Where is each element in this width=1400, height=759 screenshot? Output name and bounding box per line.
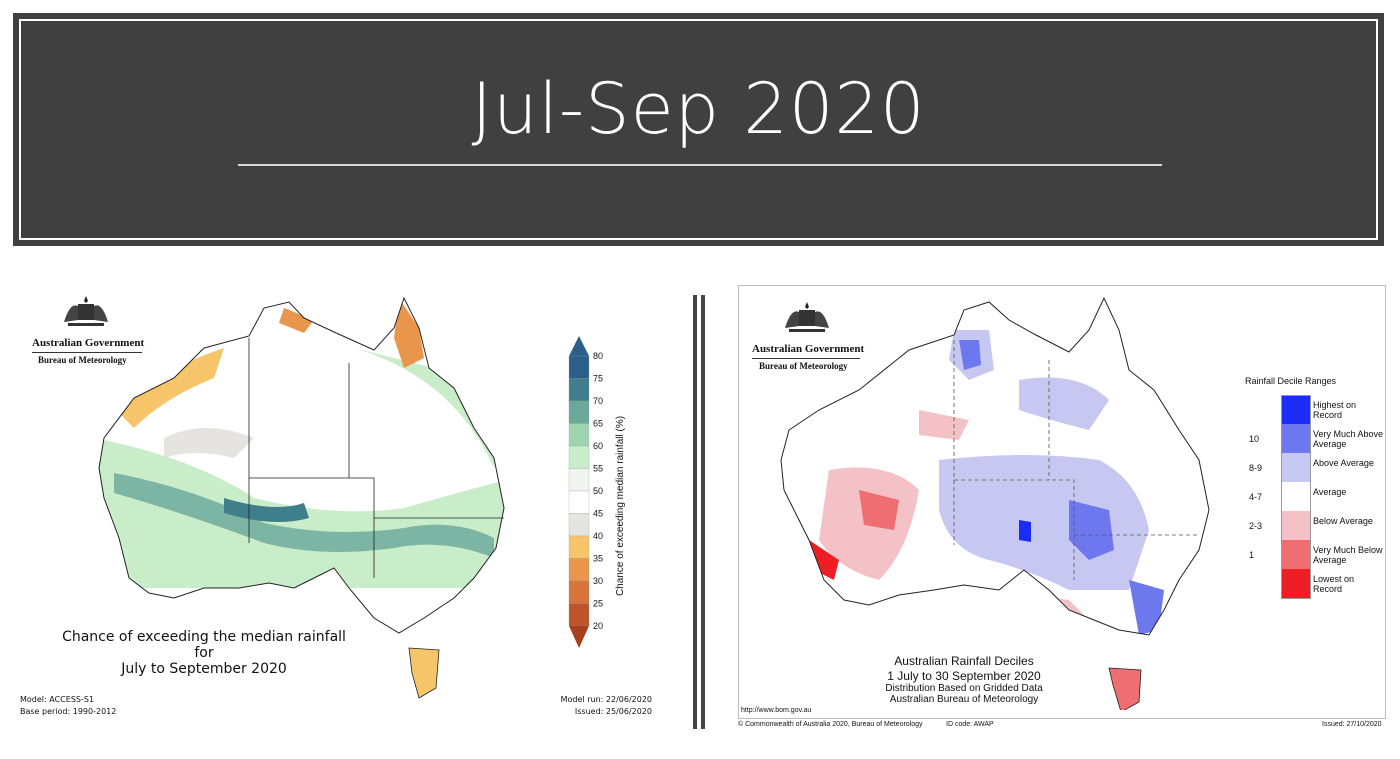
colorbar-extend-high: [569, 336, 589, 356]
colorbar-label: Chance of exceeding median rainfall (%): [615, 416, 626, 596]
title-banner: Jul-Sep 2020: [13, 13, 1384, 246]
legend-swatch: [1281, 453, 1311, 482]
decile-caption: Australian Rainfall Deciles 1 July to 30…: [839, 654, 1089, 705]
page-title: Jul-Sep 2020: [471, 68, 926, 150]
bureau-name: Bureau of Meteorology: [759, 361, 848, 371]
outlook-caption-line2: July to September 2020: [121, 661, 287, 677]
legend-swatch: [1281, 424, 1311, 453]
colorbar-segment: [568, 468, 590, 492]
colorbar-tick-label: 70: [593, 396, 603, 406]
colorbar-tick-label: 40: [593, 531, 603, 541]
panel-divider-right: [701, 295, 705, 729]
colorbar-segment: [568, 580, 590, 604]
colorbar-segment: [568, 423, 590, 447]
id-code: ID code: AWAP: [946, 721, 994, 728]
colorbar-tick-label: 35: [593, 554, 603, 564]
decile-caption-org: Australian Bureau of Meteorology: [889, 694, 1039, 705]
copyright-text: © Commonwealth of Australia 2020, Bureau…: [738, 721, 923, 728]
decile-map-panel: Australian Government Bureau of Meteorol…: [738, 285, 1386, 719]
model-run-label: Model run: 22/06/2020: [560, 695, 652, 704]
legend-swatch: [1281, 395, 1311, 425]
legend-decile: 1: [1249, 550, 1255, 560]
colorbar-tick-label: 55: [593, 464, 603, 474]
issued-date: Issued: 27/10/2020: [1322, 721, 1382, 728]
colorbar-segment: [568, 490, 590, 514]
base-period-label: Base period: 1990-2012: [20, 707, 117, 716]
colorbar-tick-label: 60: [593, 441, 603, 451]
outlook-colorbar: 80 75 70 65 60 55 50 45 40 35 30 25 20 Chance of exce…: [568, 336, 626, 648]
model-info: Model: ACCESS-S1 Base period: 1990-2012: [20, 694, 116, 718]
colorbar-tick-label: 50: [593, 486, 603, 496]
panel-divider-left: [693, 295, 697, 729]
colorbar-tick-label: 45: [593, 509, 603, 519]
outlook-caption-line1: Chance of exceeding the median rainfall …: [62, 629, 346, 661]
legend-swatch: [1281, 511, 1311, 540]
legend-label: Highest on Record: [1313, 400, 1357, 420]
run-info: Model run: 22/06/2020 Issued: 25/06/2020: [561, 694, 652, 718]
legend-decile: 8-9: [1249, 463, 1263, 473]
legend-decile: 10: [1249, 434, 1260, 444]
gov-divider: [32, 352, 142, 353]
colorbar-segment: [568, 558, 590, 582]
colorbar-tick-label: 75: [593, 374, 603, 384]
legend-swatch: [1281, 540, 1311, 569]
colorbar-segment: [568, 535, 590, 559]
legend-label: Below Average: [1313, 516, 1373, 526]
colorbar-segment: [568, 513, 590, 537]
gov-name: Australian Government: [752, 343, 865, 355]
colorbar-segment: [568, 355, 590, 379]
decile-caption-dates: 1 July to 30 September 2020: [887, 669, 1041, 683]
colorbar-segment: [568, 378, 590, 402]
legend-label: Very Much Above Average: [1313, 429, 1384, 449]
colorbar-segment: [568, 445, 590, 469]
title-underline: [238, 164, 1162, 166]
banner-border: [19, 19, 1378, 240]
colorbar-tick-label: 65: [593, 419, 603, 429]
coat-of-arms-icon: [64, 296, 108, 326]
legend-label: Above Average: [1313, 458, 1374, 468]
colorbar-segment: [568, 400, 590, 424]
model-label: Model: ACCESS-S1: [20, 695, 95, 704]
coat-of-arms-icon: [785, 302, 829, 332]
gov-name: Australian Government: [32, 337, 145, 349]
decile-legend: Highest on Record 10 Very Much Above Avera…: [1249, 395, 1384, 605]
outlook-map-panel: Australian Government Bureau of Meteorol…: [14, 284, 664, 720]
legend-label: Very Much Below Average: [1313, 545, 1383, 565]
legend-label: Average: [1313, 487, 1347, 497]
gov-divider: [752, 358, 860, 359]
outlook-caption: Chance of exceeding the median rainfall …: [54, 629, 354, 677]
colorbar-tick-label: 30: [593, 576, 603, 586]
colorbar-tick-label: 20: [593, 621, 603, 631]
legend-swatch: [1281, 569, 1311, 599]
legend-swatch: [1281, 482, 1311, 511]
colorbar-extend-low: [569, 626, 589, 648]
bom-url: http://www.bom.gov.au: [741, 707, 812, 714]
decile-caption-dist: Distribution Based on Gridded Data: [885, 683, 1043, 694]
bureau-name: Bureau of Meteorology: [38, 355, 127, 365]
decile-caption-title: Australian Rainfall Deciles: [894, 654, 1034, 668]
colorbar-tick-label: 25: [593, 599, 603, 609]
legend-label: Lowest on Record: [1313, 574, 1355, 594]
decile-legend-title: Rainfall Decile Ranges: [1245, 376, 1337, 386]
legend-decile: 2-3: [1249, 521, 1263, 531]
legend-decile: 4-7: [1249, 492, 1263, 502]
colorbar-segment: [568, 603, 590, 627]
issued-label: Issued: 25/06/2020: [574, 707, 652, 716]
decile-map: [780, 297, 1210, 710]
outlook-map: [98, 297, 505, 699]
colorbar-tick-label: 80: [593, 351, 603, 361]
